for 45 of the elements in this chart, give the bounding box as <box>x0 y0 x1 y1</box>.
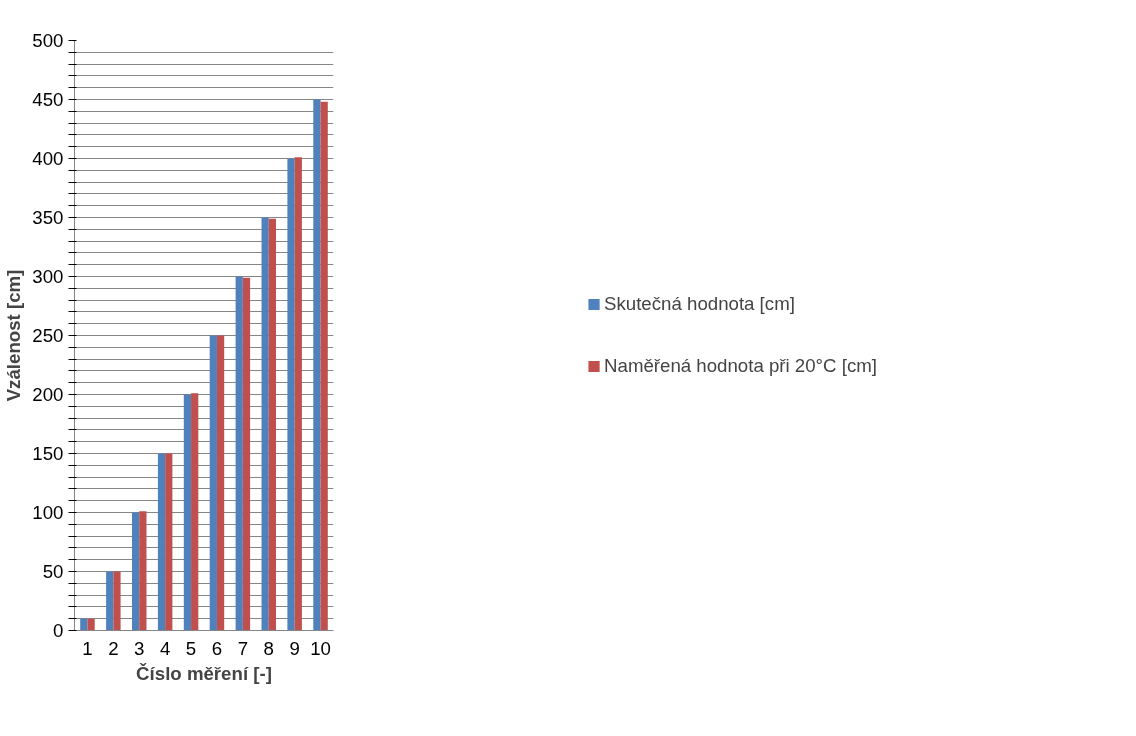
bar <box>242 277 251 631</box>
bar <box>209 335 217 631</box>
bar <box>165 453 173 631</box>
y-tick-label: 0 <box>53 620 64 641</box>
bar <box>191 393 199 631</box>
x-tick-label: 5 <box>185 637 197 659</box>
bar <box>106 571 114 631</box>
y-tick-label: 50 <box>42 561 64 582</box>
y-tick-label: 150 <box>32 443 64 464</box>
x-tick-label: 6 <box>211 637 223 659</box>
bar <box>157 453 166 631</box>
y-tick-label: 400 <box>32 148 64 169</box>
y-tick-label: 300 <box>32 266 64 287</box>
x-tick-label: 10 <box>310 637 331 659</box>
y-axis-title: Vzálenost [cm] <box>3 269 25 402</box>
bar <box>235 276 243 631</box>
bar <box>80 618 88 631</box>
x-tick-label: 8 <box>263 637 274 659</box>
bar <box>183 394 192 631</box>
y-tick-label: 500 <box>32 30 64 51</box>
x-axis-title: Číslo měření [-] <box>136 662 272 684</box>
y-tick-label: 250 <box>32 325 64 346</box>
bar <box>132 512 140 631</box>
y-tick-label: 200 <box>32 384 64 405</box>
bar <box>87 618 95 631</box>
bar <box>139 511 147 631</box>
bar <box>261 217 269 631</box>
bar <box>320 101 328 631</box>
y-tick-label: 350 <box>32 207 64 228</box>
bar <box>113 571 121 631</box>
bar <box>216 335 225 631</box>
bar <box>287 158 295 631</box>
x-tick-label: 3 <box>134 637 145 659</box>
x-tick-label: 7 <box>237 637 249 659</box>
legend-label: Skutečná hodnota [cm] <box>604 293 795 315</box>
bar <box>294 157 302 631</box>
bar <box>313 99 321 631</box>
legend-label: Naměřená hodnota při 20°C [cm] <box>604 355 877 377</box>
x-tick-label: 9 <box>289 637 300 659</box>
bar <box>268 218 276 631</box>
x-tick-label: 2 <box>108 637 119 659</box>
y-tick-label: 450 <box>32 89 64 110</box>
y-tick-label: 100 <box>32 502 64 523</box>
x-tick-label: 1 <box>82 637 93 659</box>
x-tick-label: 4 <box>159 637 171 659</box>
